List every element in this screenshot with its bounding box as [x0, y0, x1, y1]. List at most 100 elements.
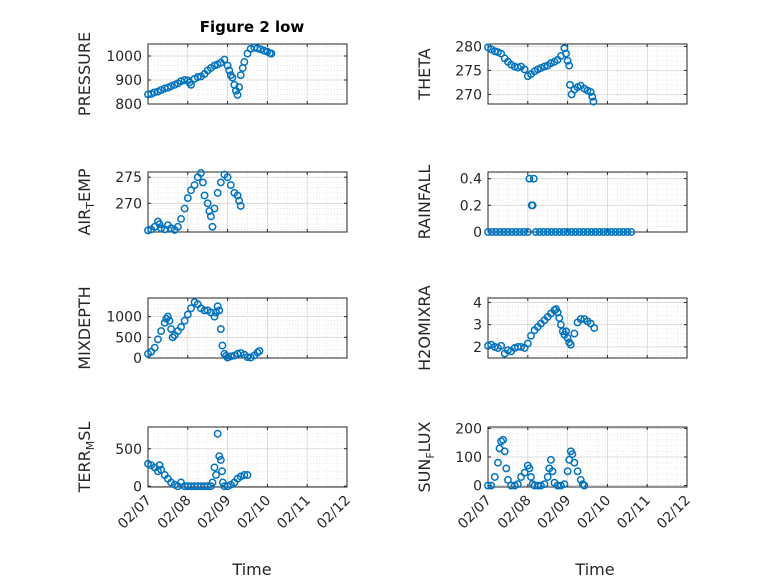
data-point [165, 316, 174, 325]
data-point [578, 480, 587, 489]
y-axis-label: THETA [415, 48, 434, 100]
data-point [513, 480, 522, 489]
data-point [548, 467, 557, 476]
data-point [619, 228, 628, 236]
data-point [196, 169, 205, 177]
y-tick-label: 2 [473, 340, 482, 356]
y-axis-label-main: MIXDEPTH [75, 286, 94, 369]
data-point [570, 329, 579, 338]
data-point [623, 228, 632, 236]
y-axis-label-main: H2OMIXRA [415, 285, 434, 371]
data-point [233, 90, 242, 99]
data-point [187, 304, 195, 313]
data-point [226, 181, 235, 189]
y-axis-label-main: TERR [75, 450, 94, 493]
data-point [154, 335, 162, 344]
data-point [155, 461, 164, 470]
y-tick-label: 280 [455, 39, 482, 55]
x-axis-label-left: Time [231, 560, 271, 579]
data-point [536, 64, 545, 72]
data-point [190, 181, 199, 189]
y-axis-label: SUNFLUX [415, 421, 437, 492]
data-point [180, 316, 189, 325]
x-axis-label-right: Time [574, 560, 614, 579]
data-point [575, 228, 584, 236]
data-point [551, 228, 560, 236]
x-tick-label: 02/11 [274, 493, 314, 533]
data-point [499, 228, 508, 236]
data-point [253, 348, 262, 357]
subplot-mixdepth: 0 500 1000 MIXDEPTH [75, 286, 348, 370]
data-point [203, 482, 212, 491]
data-point [220, 55, 229, 64]
data-point [527, 473, 535, 481]
data-point [484, 481, 492, 490]
data-point [183, 194, 192, 203]
data-point [226, 352, 235, 361]
data-point [556, 320, 565, 329]
data-point [167, 325, 176, 333]
data-point [555, 228, 564, 236]
data-point [543, 473, 552, 481]
data-point [520, 468, 529, 477]
data-point [562, 49, 570, 58]
data-point [210, 463, 219, 472]
data-point [240, 58, 249, 66]
data-point [603, 228, 612, 236]
y-axis-label-subscript: F [424, 452, 437, 458]
y-axis-label: AIRTEMP [75, 168, 97, 235]
x-tick-label: 02/10 [234, 493, 274, 533]
data-point [218, 467, 226, 476]
data-point [212, 471, 221, 479]
subplot-terr-msl: 0 500 TERRMSL 02/07 02/08 02/09 02/10 02/11 02/1… [75, 422, 354, 533]
y-axis-label-subscript: M [84, 441, 97, 451]
y-tick-label: 270 [455, 87, 482, 103]
data-point [200, 191, 209, 200]
y-tick-label: 270 [115, 196, 142, 212]
x-tick-label: 02/09 [535, 493, 575, 533]
y-tick-label: 275 [115, 170, 142, 186]
data-point [573, 467, 582, 476]
y-axis-label: PRESSURE [75, 32, 94, 116]
data-point [168, 333, 177, 342]
data-point [560, 480, 569, 489]
data-point [507, 228, 516, 236]
data-point [216, 178, 225, 187]
data-point [589, 97, 598, 106]
data-point [208, 222, 217, 231]
subplot-air-temp: 270 275 AIRTEMP [75, 168, 348, 236]
subplot-sun-flux: 0 100 200 SUNFLUX 02/07 02/08 02/09 02/10 02/11 0… [415, 421, 694, 532]
data-point [216, 325, 225, 333]
data-point [494, 458, 502, 467]
y-tick-label: 0 [473, 479, 482, 495]
data-point [267, 49, 276, 58]
axes-box [487, 43, 688, 105]
y-tick-label: 800 [115, 97, 142, 113]
data-point [236, 201, 245, 210]
data-point [570, 458, 579, 467]
data-point [157, 465, 166, 474]
data-point [529, 174, 538, 183]
data-point [583, 228, 592, 236]
data-point [495, 228, 504, 236]
data-point [563, 56, 572, 65]
data-point [611, 228, 620, 236]
data-point [540, 480, 549, 489]
data-point [233, 191, 242, 200]
y-axis-label-main: THETA [415, 48, 434, 100]
data-point [173, 222, 182, 231]
data-point [566, 340, 575, 349]
axes-box [487, 171, 688, 233]
y-axis-label-main: AIR [75, 209, 94, 236]
subplot-pressure: 800 900 1000 PRESSURE [75, 32, 348, 116]
data-point [198, 178, 207, 187]
data-point [531, 228, 540, 236]
data-point [215, 306, 224, 315]
data-point [235, 83, 244, 92]
y-tick-label: 1000 [106, 310, 142, 326]
data-point [546, 59, 555, 68]
data-point [216, 456, 225, 464]
data-point [525, 464, 534, 473]
y-tick-label: 0.2 [460, 198, 482, 214]
data-point [568, 450, 577, 459]
